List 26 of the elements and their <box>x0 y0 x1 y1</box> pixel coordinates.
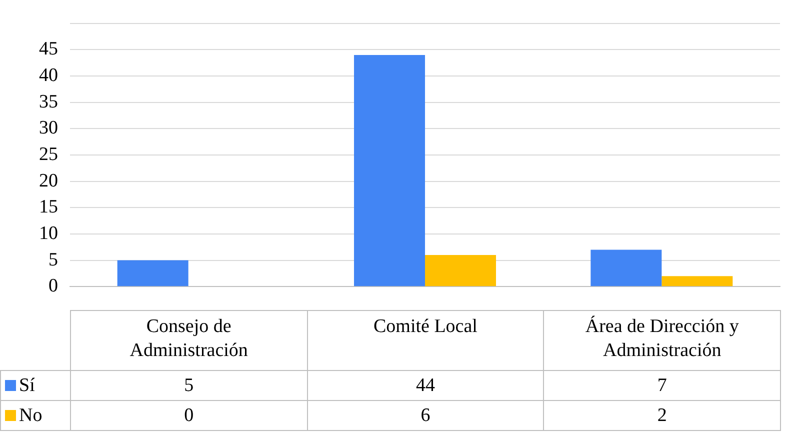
y-tick-label: 15 <box>39 196 58 218</box>
data-label: 5 <box>70 370 308 400</box>
data-label: 7 <box>544 370 780 400</box>
y-tick-label: 5 <box>48 249 58 270</box>
y-tick-label: 0 <box>48 276 58 297</box>
y-tick-label: 20 <box>39 170 58 192</box>
y-tick-label: 45 <box>39 38 58 60</box>
y-tick-label: 35 <box>39 91 58 112</box>
legend-label: No <box>19 404 42 426</box>
y-tick-label: 40 <box>39 65 58 86</box>
data-label: 44 <box>307 370 544 400</box>
x-tick-label: Consejo de Administración <box>70 310 308 370</box>
bar <box>354 54 425 286</box>
bar <box>662 276 733 286</box>
y-tick-label: 25 <box>39 144 58 165</box>
x-tick-label: Área de Dirección y Administración <box>544 310 780 370</box>
data-label: 2 <box>544 400 780 430</box>
y-tick-label: 10 <box>39 222 58 244</box>
bar <box>590 250 662 286</box>
y-tick-label: 30 <box>39 118 58 139</box>
data-label: 6 <box>307 400 544 430</box>
data-label: 0 <box>70 400 308 430</box>
bar <box>425 255 496 286</box>
x-tick-label: Comité Local <box>307 310 544 370</box>
bar <box>117 260 188 286</box>
legend-label: Sí <box>19 374 35 396</box>
